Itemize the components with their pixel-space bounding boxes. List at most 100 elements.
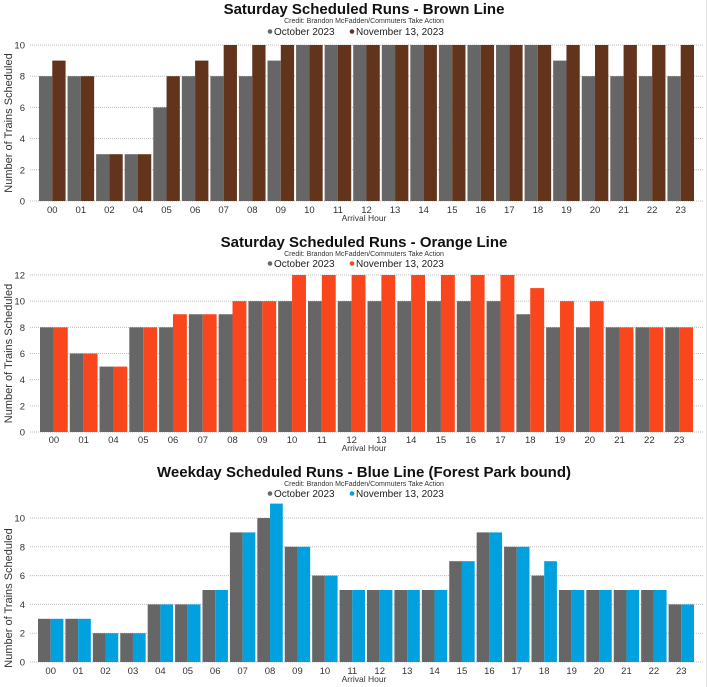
bar-november-04 xyxy=(160,604,174,662)
y-axis-label: Number of Trains Scheduled xyxy=(3,528,15,667)
bar-november-16 xyxy=(480,45,495,201)
x-tick-label: 16 xyxy=(484,666,495,677)
bar-november-11 xyxy=(321,275,336,432)
bar-november-16 xyxy=(470,275,485,432)
bar-november-18 xyxy=(530,288,545,432)
bar-november-13 xyxy=(407,590,420,662)
bar-october-18 xyxy=(524,45,538,201)
bar-october-23 xyxy=(668,604,682,662)
bar-october-14 xyxy=(410,45,424,201)
bar-october-11 xyxy=(324,45,338,201)
x-axis-label: Arrival Hour xyxy=(342,674,387,684)
bar-november-10 xyxy=(309,45,323,201)
bar-november-03 xyxy=(132,633,146,662)
bar-november-09 xyxy=(262,301,277,432)
legend-marker-october xyxy=(267,29,273,34)
chart-title: Weekday Scheduled Runs - Blue Line (Fore… xyxy=(157,464,571,481)
bar-november-21 xyxy=(619,327,634,432)
x-tick-label: 22 xyxy=(644,435,655,446)
x-tick-label: 11 xyxy=(317,435,327,446)
x-tick-label: 17 xyxy=(495,435,506,446)
bar-november-02 xyxy=(105,633,119,662)
y-axis-label: Number of Trains Scheduled xyxy=(3,284,15,423)
bar-october-14 xyxy=(397,301,412,432)
bar-october-16 xyxy=(476,532,490,662)
chart-credit: Credit: Brandon McFadden/Commuters Take … xyxy=(284,251,444,258)
y-tick-label: 6 xyxy=(20,103,25,114)
x-tick-label: 02 xyxy=(100,666,111,677)
bar-november-10 xyxy=(324,575,338,662)
bar-november-04 xyxy=(113,366,128,432)
x-tick-label: 15 xyxy=(436,435,447,446)
bar-october-07 xyxy=(229,532,243,662)
bar-october-17 xyxy=(496,45,510,201)
bar-november-05 xyxy=(143,327,158,432)
bar-october-09 xyxy=(284,546,298,662)
x-tick-label: 05 xyxy=(183,666,194,677)
bar-november-11 xyxy=(352,590,365,662)
bar-november-01 xyxy=(83,353,98,432)
bar-october-10 xyxy=(296,45,310,201)
bar-october-01 xyxy=(67,76,81,201)
x-tick-label: 09 xyxy=(257,435,268,446)
legend-marker-october xyxy=(267,261,273,266)
bar-november-13 xyxy=(395,45,409,201)
x-tick-label: 20 xyxy=(594,666,605,677)
bar-october-12 xyxy=(367,590,380,662)
y-tick-label: 8 xyxy=(20,542,25,553)
bar-october-05 xyxy=(175,604,188,662)
bar-november-01 xyxy=(78,618,91,662)
bar-november-19 xyxy=(571,590,585,662)
bar-october-01 xyxy=(69,353,84,432)
bar-october-12 xyxy=(337,301,352,432)
bar-october-18 xyxy=(516,314,531,432)
x-tick-label: 19 xyxy=(566,666,577,677)
bar-november-22 xyxy=(649,327,664,432)
bar-november-21 xyxy=(623,45,637,201)
bar-october-23 xyxy=(665,327,680,432)
y-tick-label: 4 xyxy=(20,134,25,145)
bar-november-12 xyxy=(379,590,393,662)
x-tick-label: 18 xyxy=(533,205,544,216)
x-tick-label: 12 xyxy=(346,435,357,446)
x-tick-label: 20 xyxy=(590,205,601,216)
legend-marker-november xyxy=(349,29,355,34)
bar-november-02 xyxy=(109,154,123,201)
x-tick-label: 19 xyxy=(561,205,572,216)
bar-october-20 xyxy=(586,590,600,662)
bar-october-00 xyxy=(39,76,53,201)
x-axis-label: Arrival Hour xyxy=(342,213,387,223)
y-tick-label: 2 xyxy=(20,165,25,176)
bar-october-16 xyxy=(456,301,471,432)
x-tick-label: 08 xyxy=(247,205,258,216)
x-axis-label: Arrival Hour xyxy=(342,443,387,453)
bar-october-13 xyxy=(381,45,396,201)
x-tick-label: 01 xyxy=(73,666,84,677)
y-tick-label: 0 xyxy=(20,428,25,439)
bar-october-02 xyxy=(92,633,106,662)
x-tick-label: 06 xyxy=(210,666,221,677)
x-tick-label: 04 xyxy=(133,205,144,216)
y-tick-label: 10 xyxy=(14,41,25,52)
bar-october-05 xyxy=(153,107,167,201)
bar-october-08 xyxy=(218,314,233,432)
bar-november-17 xyxy=(516,546,530,662)
x-tick-label: 00 xyxy=(49,435,60,446)
x-tick-label: 15 xyxy=(457,666,468,677)
x-tick-label: 10 xyxy=(287,435,298,446)
bar-november-04 xyxy=(137,154,152,201)
bar-october-16 xyxy=(467,45,481,201)
y-tick-label: 6 xyxy=(20,349,25,360)
x-tick-label: 07 xyxy=(237,666,248,677)
legend-label-november: November 13, 2023 xyxy=(356,27,444,38)
bar-october-11 xyxy=(307,301,322,432)
legend-label-october: October 2023 xyxy=(274,259,335,270)
bar-november-09 xyxy=(280,45,295,201)
x-tick-label: 01 xyxy=(76,205,87,216)
y-tick-label: 10 xyxy=(14,514,25,525)
bar-october-03 xyxy=(120,633,133,662)
bar-november-06 xyxy=(195,60,209,201)
bar-november-00 xyxy=(50,618,64,662)
x-tick-label: 08 xyxy=(227,435,238,446)
